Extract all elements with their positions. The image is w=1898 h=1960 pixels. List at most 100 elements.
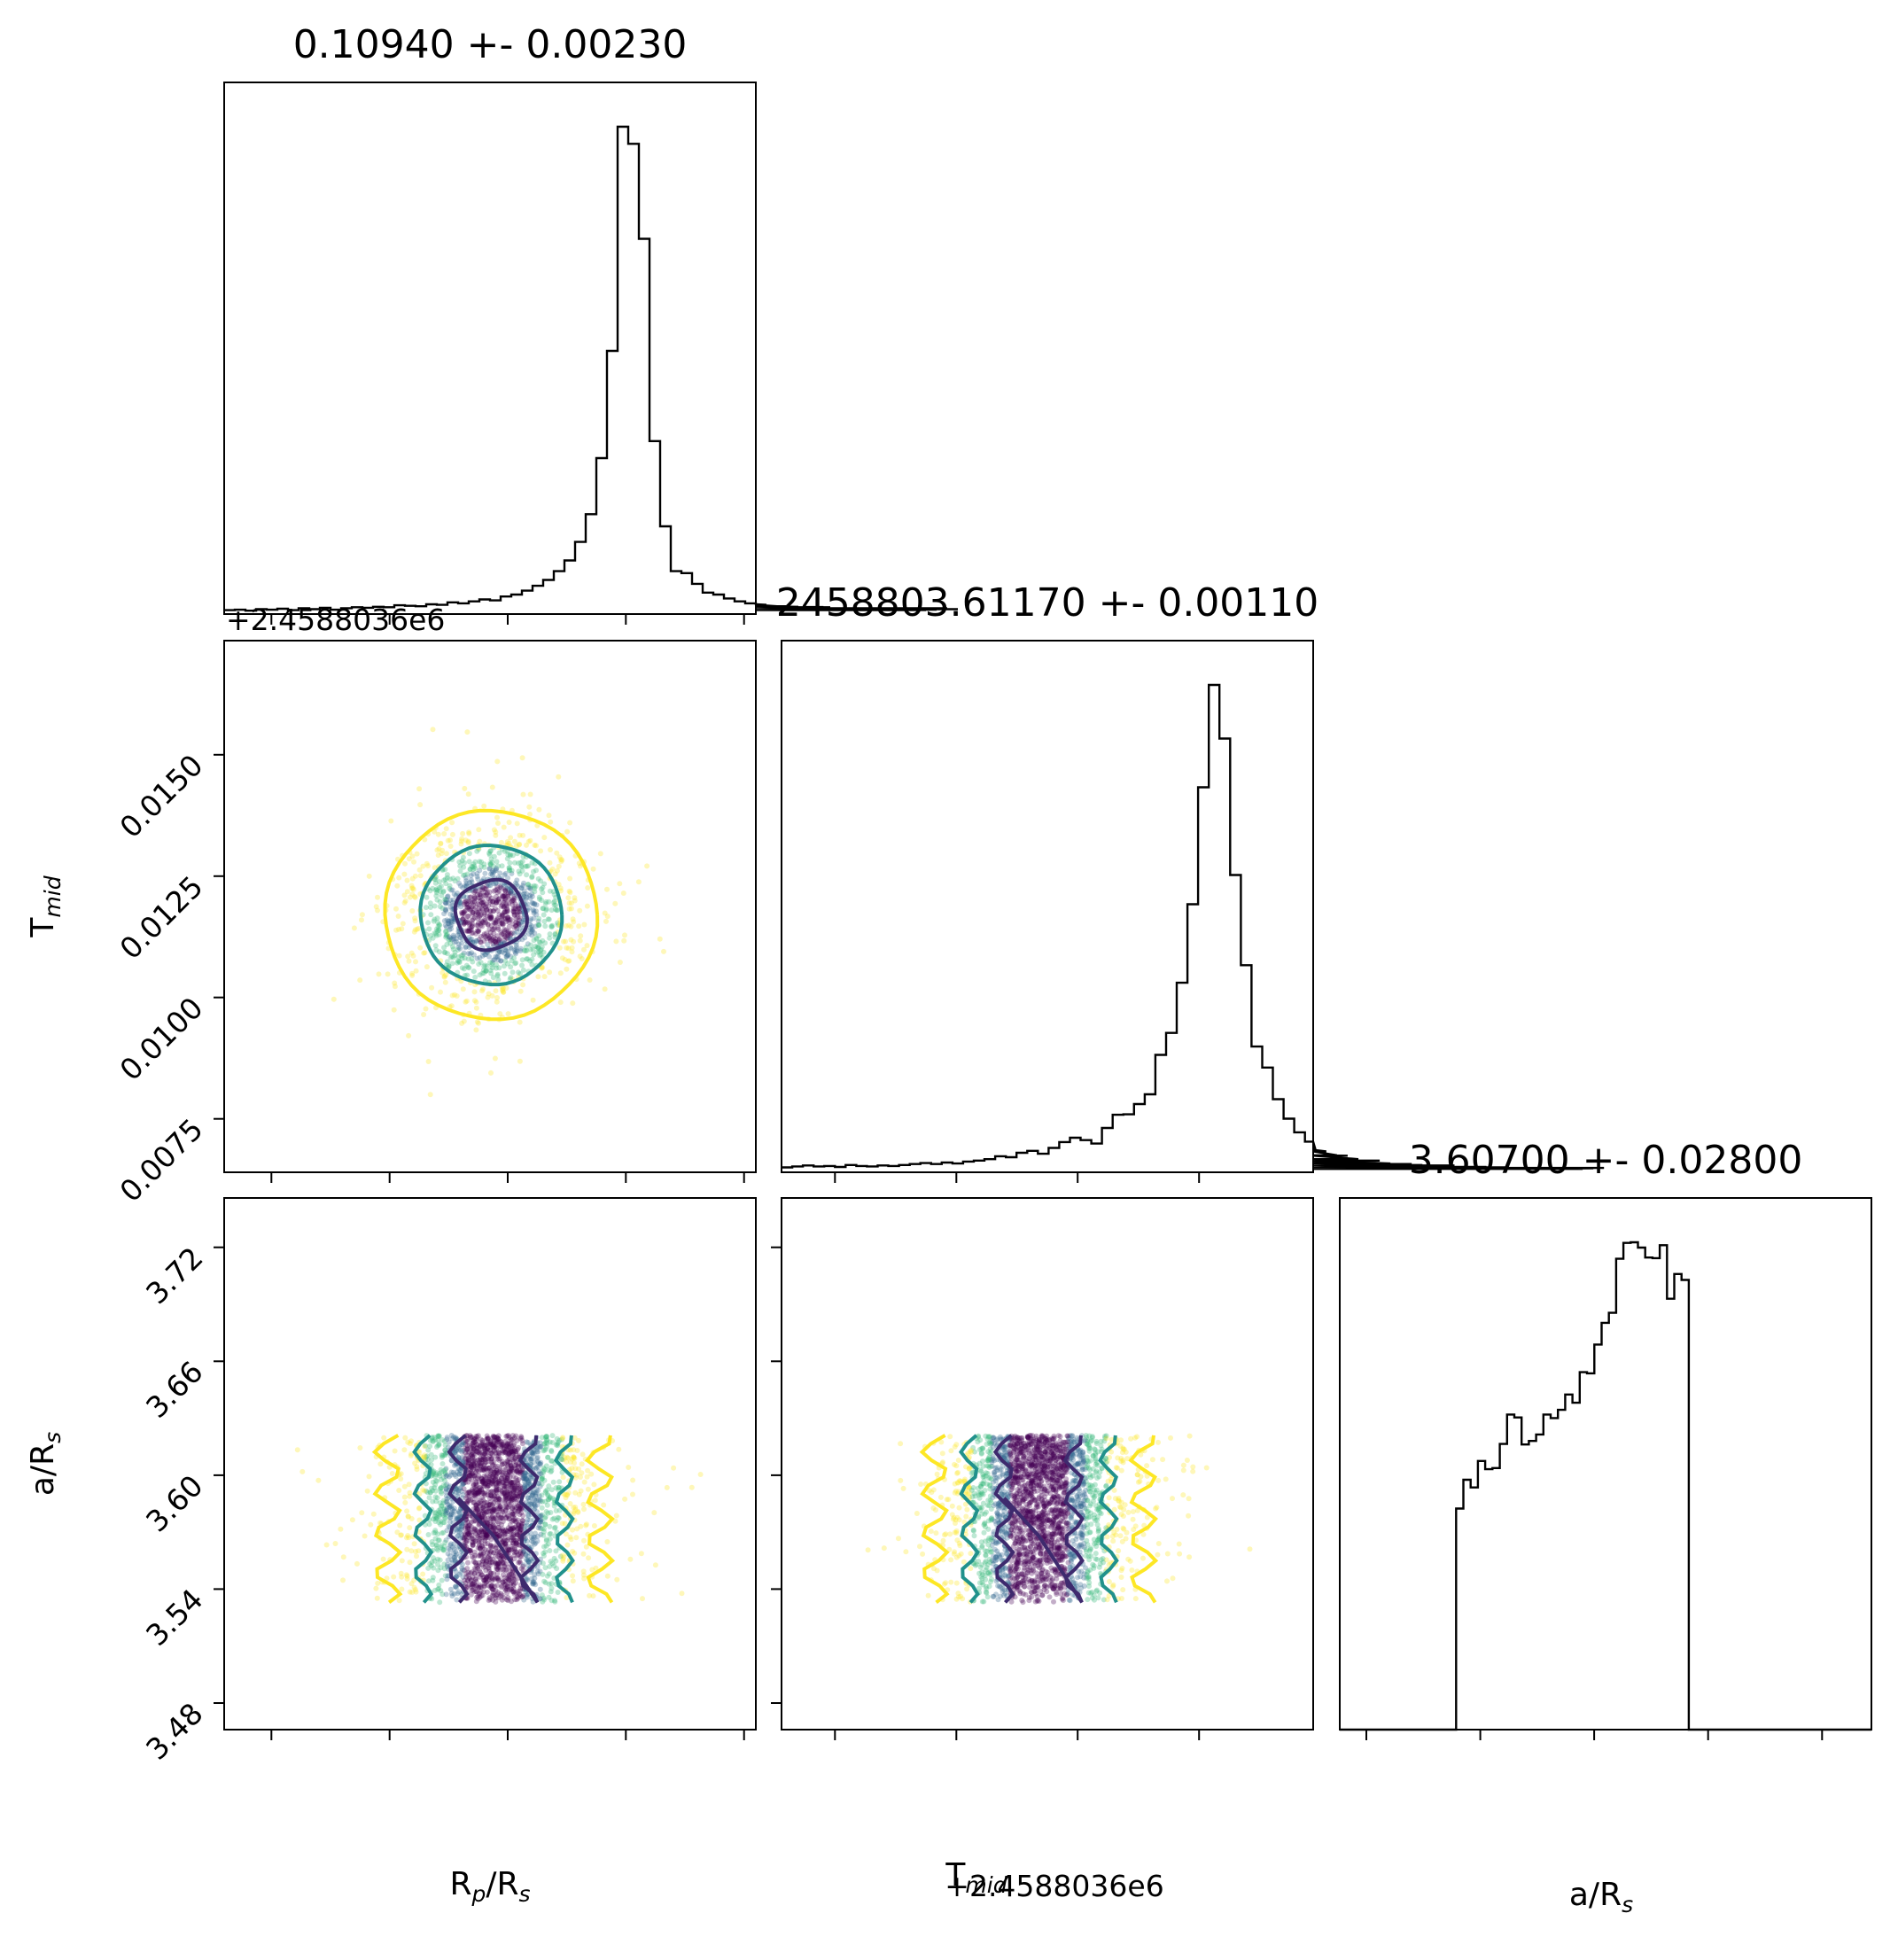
scatter-point xyxy=(476,1450,481,1455)
scatter-point xyxy=(505,1546,511,1552)
scatter-point xyxy=(459,911,465,917)
scatter-point xyxy=(489,1435,495,1441)
scatter-point xyxy=(458,904,464,910)
scatter-point xyxy=(491,1478,497,1484)
scatter-point xyxy=(490,908,496,914)
scatter-point xyxy=(462,908,468,914)
scatter-point xyxy=(512,961,518,967)
scatter-point xyxy=(525,1513,532,1519)
scatter-point xyxy=(512,906,518,912)
scatter-point xyxy=(508,975,514,981)
scatter-point xyxy=(542,1565,548,1571)
scatter-point xyxy=(497,1443,503,1450)
scatter-point xyxy=(478,1533,484,1539)
scatter-point xyxy=(332,1541,338,1546)
scatter-point xyxy=(475,929,481,935)
scatter-point xyxy=(483,886,489,892)
scatter-point xyxy=(509,1457,515,1463)
scatter-point xyxy=(503,1446,510,1452)
scatter-point xyxy=(531,868,536,875)
scatter-point xyxy=(499,914,505,920)
scatter-point xyxy=(483,1531,489,1537)
scatter-point xyxy=(359,917,364,923)
scatter-point xyxy=(513,951,518,957)
scatter-point xyxy=(449,1435,455,1442)
hist-bin xyxy=(1145,1094,1155,1172)
contour-level-2 xyxy=(418,844,564,987)
scatter-point xyxy=(509,1480,515,1486)
scatter-point xyxy=(512,1597,518,1603)
scatter-point xyxy=(519,1594,525,1600)
scatter-point xyxy=(513,942,519,948)
scatter-point xyxy=(492,1464,498,1470)
scatter-point xyxy=(531,910,537,916)
scatter-point xyxy=(500,1528,506,1534)
scatter-point xyxy=(509,1449,515,1455)
scatter-point xyxy=(486,914,493,920)
scatter-point xyxy=(488,1442,494,1448)
scatter-point xyxy=(541,949,547,955)
scatter-point xyxy=(428,912,434,918)
scatter-point xyxy=(502,1564,508,1570)
scatter-point xyxy=(503,1560,510,1567)
scatter-point xyxy=(470,1543,476,1549)
scatter-point xyxy=(515,1481,521,1487)
scatter-point xyxy=(560,1552,566,1559)
scatter-point xyxy=(406,1482,412,1488)
scatter-point xyxy=(549,1433,556,1439)
scatter-point xyxy=(1180,1462,1186,1468)
scatter-point xyxy=(465,1578,471,1583)
scatter-point xyxy=(436,1513,442,1520)
scatter-point xyxy=(571,1454,577,1460)
scatter-point xyxy=(504,886,510,892)
scatter-point xyxy=(511,838,517,844)
scatter-point xyxy=(487,1499,494,1505)
scatter-point xyxy=(525,956,531,962)
scatter-point xyxy=(437,1500,443,1506)
scatter-point xyxy=(566,958,572,964)
scatter-point xyxy=(507,1469,512,1475)
scatter-point xyxy=(489,1556,495,1562)
scatter-point xyxy=(543,907,549,914)
scatter-point xyxy=(548,1510,554,1515)
scatter-point xyxy=(486,1577,492,1583)
scatter-point xyxy=(602,986,608,992)
scatter-point xyxy=(503,927,510,933)
scatter-point xyxy=(506,1575,512,1582)
scatter-point xyxy=(589,1567,595,1573)
scatter-point xyxy=(541,906,547,912)
scatter-point xyxy=(494,1564,500,1570)
scatter-point xyxy=(414,1466,420,1473)
scatter-point xyxy=(409,891,416,898)
scatter-point xyxy=(470,1587,476,1593)
scatter-point xyxy=(510,1518,517,1524)
scatter-point xyxy=(436,879,442,885)
scatter-point xyxy=(485,1446,491,1451)
scatter-point xyxy=(569,945,575,951)
scatter-point xyxy=(456,1471,463,1477)
scatter-point xyxy=(426,926,432,932)
scatter-point xyxy=(487,933,494,939)
scatter-point xyxy=(448,1469,455,1475)
scatter-point xyxy=(487,871,494,877)
scatter-point xyxy=(399,926,405,932)
scatter-point xyxy=(484,906,489,912)
scatter-point xyxy=(503,953,510,960)
scatter-point xyxy=(445,1510,451,1516)
scatter-point xyxy=(449,944,455,950)
scatter-point xyxy=(511,1492,517,1498)
scatter-point xyxy=(483,1535,489,1541)
scatter-point xyxy=(500,986,506,992)
scatter-point xyxy=(510,1583,517,1589)
scatter-point xyxy=(399,1574,405,1580)
scatter-point xyxy=(466,1455,471,1461)
scatter-point xyxy=(483,1459,489,1466)
scatter-point xyxy=(486,991,492,997)
scatter-point xyxy=(502,903,508,909)
scatter-point xyxy=(532,1505,538,1511)
scatter-point xyxy=(456,960,463,966)
scatter-point xyxy=(547,931,553,937)
scatter-point xyxy=(533,1493,539,1499)
scatter-point xyxy=(519,755,525,761)
scatter-point xyxy=(507,1491,513,1497)
